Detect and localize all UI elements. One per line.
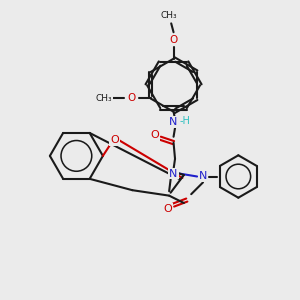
Text: O: O (127, 93, 136, 103)
Text: N: N (169, 117, 178, 127)
Text: -H: -H (180, 116, 191, 126)
Text: N: N (169, 169, 178, 178)
Text: CH₃: CH₃ (95, 94, 112, 103)
Text: N: N (199, 172, 207, 182)
Text: O: O (150, 130, 159, 140)
Text: O: O (169, 34, 178, 45)
Text: O: O (163, 204, 172, 214)
Text: O: O (110, 135, 119, 145)
Text: CH₃: CH₃ (161, 11, 178, 20)
